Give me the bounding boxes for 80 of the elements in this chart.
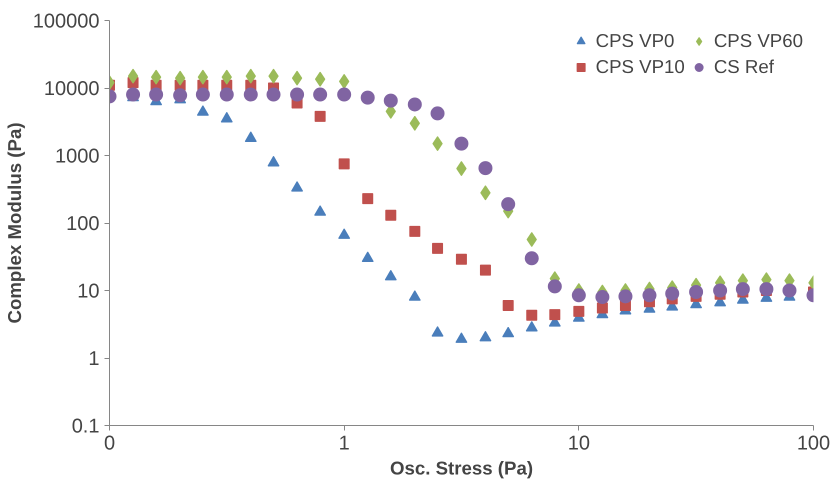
point [220,88,234,102]
point [480,185,491,200]
point [408,290,421,301]
point [665,286,680,301]
point [456,254,467,265]
legend-label: CS Ref [714,56,774,78]
point [642,288,656,302]
point [502,326,514,338]
point [360,90,375,105]
point [430,106,445,120]
y-tick-label: 100 [66,213,100,235]
point [595,290,610,304]
legend-label: CPS VP0 [596,30,674,52]
y-tick-label: 100000 [32,10,100,32]
point [455,332,468,343]
point [409,226,420,237]
point [291,181,304,192]
point [196,88,210,102]
point [432,136,443,152]
y-tick-label: 10 [77,280,100,302]
point [314,72,326,87]
point [548,279,562,294]
point [292,70,302,86]
point [526,310,538,321]
point [432,242,444,254]
point [128,68,138,84]
x-tick-label: 10 [568,432,590,454]
point [618,289,632,304]
point [149,88,164,102]
point [456,161,467,176]
point [338,228,350,239]
point [173,88,188,102]
point [502,300,514,311]
point [524,251,539,266]
x-tick-label: 1 [338,432,350,454]
y-axis-title: Complex Modulus (Pa) [4,122,25,324]
point [385,210,396,221]
point [337,88,352,102]
point [689,285,704,299]
point [432,326,444,337]
y-tick-label: 1000 [55,146,100,168]
point [384,270,397,280]
point [244,88,258,102]
point [713,284,728,298]
point [501,197,516,212]
point [198,70,208,85]
point [174,70,186,86]
point [313,88,328,102]
point [478,161,492,176]
point [362,193,374,204]
point [408,97,422,112]
point [596,302,608,314]
point [384,94,398,108]
legend-label: CPS VP10 [596,56,685,78]
point [338,158,350,170]
point [782,284,796,298]
point [759,282,774,296]
point [572,288,586,302]
point [454,136,468,151]
point [480,264,491,276]
point [573,306,584,317]
legend-label: CPS VP60 [714,30,803,52]
point [314,205,326,216]
point [126,88,140,102]
x-axis-title: Osc. Stress (Pa) [390,458,534,478]
point [362,251,374,262]
x-tick-label: 100 [796,432,830,454]
y-tick-label: 1 [88,348,100,370]
point [266,88,281,102]
point [526,320,538,332]
point [150,70,162,85]
point [736,282,750,296]
point [549,309,560,320]
point [268,68,279,84]
y-tick-label: 10000 [44,78,100,100]
point [314,110,326,122]
point [479,330,492,342]
y-tick-label: 0.1 [72,416,100,438]
point [290,88,304,102]
x-tick-label: 0 [104,432,116,454]
